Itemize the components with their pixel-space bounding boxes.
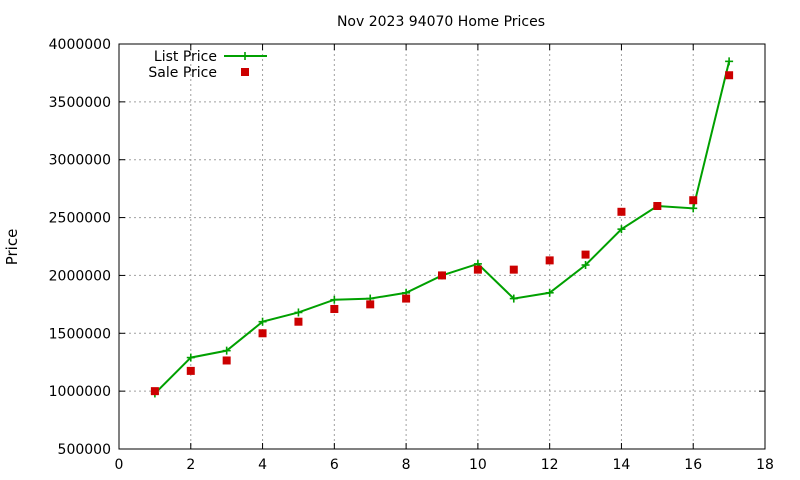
series-sale-price — [150, 71, 734, 396]
data-point — [725, 57, 734, 66]
legend-marker — [241, 68, 249, 76]
data-point — [617, 225, 626, 234]
data-point — [545, 288, 554, 297]
x-tick-label: 14 — [613, 457, 631, 473]
data-point — [330, 295, 339, 304]
data-point — [689, 196, 698, 205]
data-point — [222, 356, 231, 365]
x-tick-label: 0 — [115, 457, 124, 473]
data-point — [330, 304, 339, 313]
data-point — [186, 353, 195, 362]
data-point — [581, 250, 590, 259]
data-point — [294, 317, 303, 326]
data-point — [402, 294, 411, 303]
series-layer — [150, 57, 734, 398]
data-point — [473, 265, 482, 274]
y-tick-label: 3000000 — [49, 153, 111, 169]
data-point — [294, 308, 303, 317]
data-point — [366, 300, 375, 309]
data-point — [581, 261, 590, 270]
x-tick-label: 8 — [402, 457, 411, 473]
y-tick-label: 500000 — [58, 442, 111, 458]
y-tick-label: 2500000 — [49, 211, 111, 227]
data-point — [653, 202, 662, 210]
data-point — [509, 294, 518, 303]
data-point — [222, 346, 231, 355]
y-axis-label: Price — [3, 229, 21, 266]
x-tick-label: 2 — [186, 457, 195, 473]
x-tick-label: 6 — [330, 457, 339, 473]
data-point — [725, 71, 734, 80]
grid-layer — [119, 44, 765, 449]
y-tick-label: 1000000 — [49, 384, 111, 400]
x-tick-label: 12 — [541, 457, 559, 473]
x-tick-label: 18 — [756, 457, 774, 473]
legend-label: List Price — [154, 49, 217, 65]
x-tick-label: 4 — [258, 457, 267, 473]
chart-title: Nov 2023 94070 Home Prices — [337, 14, 545, 30]
legend-label: Sale Price — [148, 65, 217, 81]
y-tick-label: 4000000 — [49, 37, 111, 53]
data-point — [617, 207, 626, 216]
data-point — [545, 256, 554, 265]
x-tick-label: 16 — [684, 457, 702, 473]
data-point — [438, 271, 446, 280]
axes-layer: 0 2 4 6 8 10 12 14 16 18 500000 1000000 1500000 20000… — [49, 37, 774, 473]
series-list-price — [150, 57, 734, 398]
x-tick-label: 10 — [469, 457, 487, 473]
data-point — [509, 265, 518, 274]
data-point — [150, 387, 159, 396]
data-point — [258, 317, 267, 326]
data-point — [689, 204, 698, 213]
legend-marker — [241, 52, 249, 60]
y-tick-label: 2000000 — [49, 268, 111, 284]
data-point — [258, 329, 267, 338]
series-line — [154, 61, 731, 395]
y-tick-label: 3500000 — [49, 95, 111, 111]
y-tick-label: 1500000 — [49, 326, 111, 342]
data-point — [186, 366, 195, 375]
plot-border — [118, 43, 766, 450]
